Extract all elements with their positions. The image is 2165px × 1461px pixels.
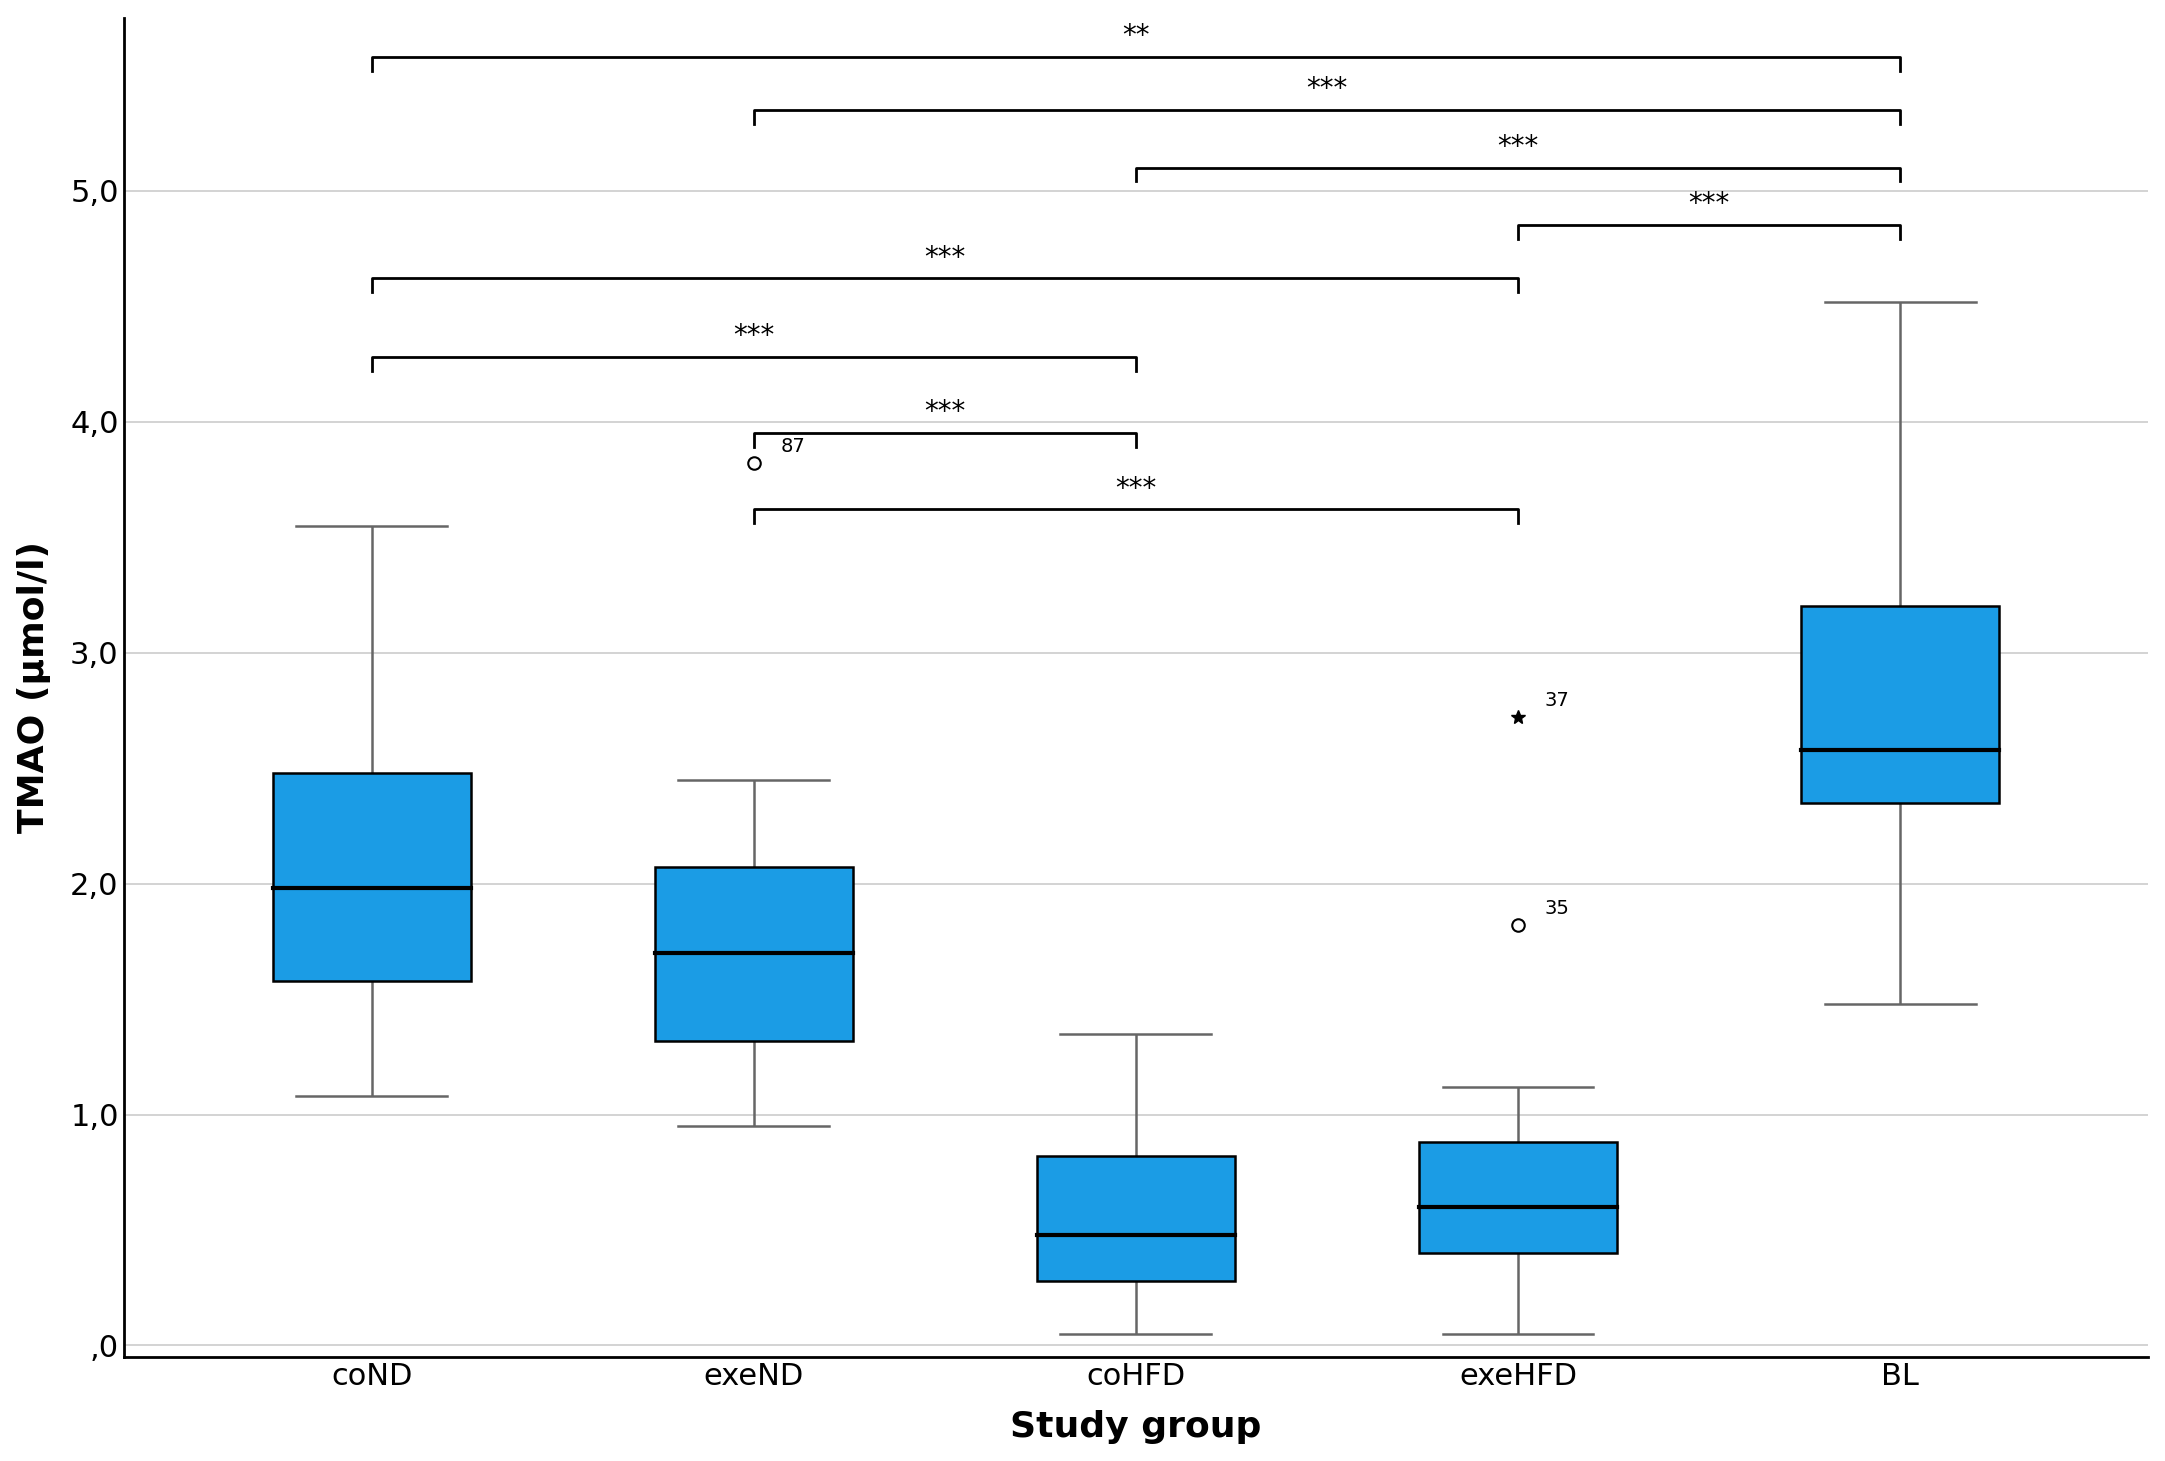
Text: ***: *** [924, 244, 966, 272]
Bar [654, 868, 853, 1040]
Text: ***: *** [1498, 133, 1539, 161]
Text: ***: *** [1115, 475, 1156, 503]
Text: 35: 35 [1546, 899, 1570, 918]
X-axis label: Study group: Study group [1011, 1410, 1262, 1445]
Bar [1037, 1156, 1236, 1281]
Bar [1418, 1143, 1617, 1254]
Bar [1801, 606, 1998, 802]
Text: **: ** [1121, 22, 1150, 50]
Text: ***: *** [1689, 190, 1730, 219]
Text: 87: 87 [782, 437, 805, 456]
Text: 37: 37 [1546, 691, 1570, 710]
Bar [273, 773, 472, 980]
Y-axis label: TMAO (µmol/l): TMAO (µmol/l) [17, 541, 50, 833]
Text: ***: *** [924, 399, 966, 427]
Text: ***: *** [1305, 75, 1347, 102]
Text: ***: *** [734, 321, 775, 351]
